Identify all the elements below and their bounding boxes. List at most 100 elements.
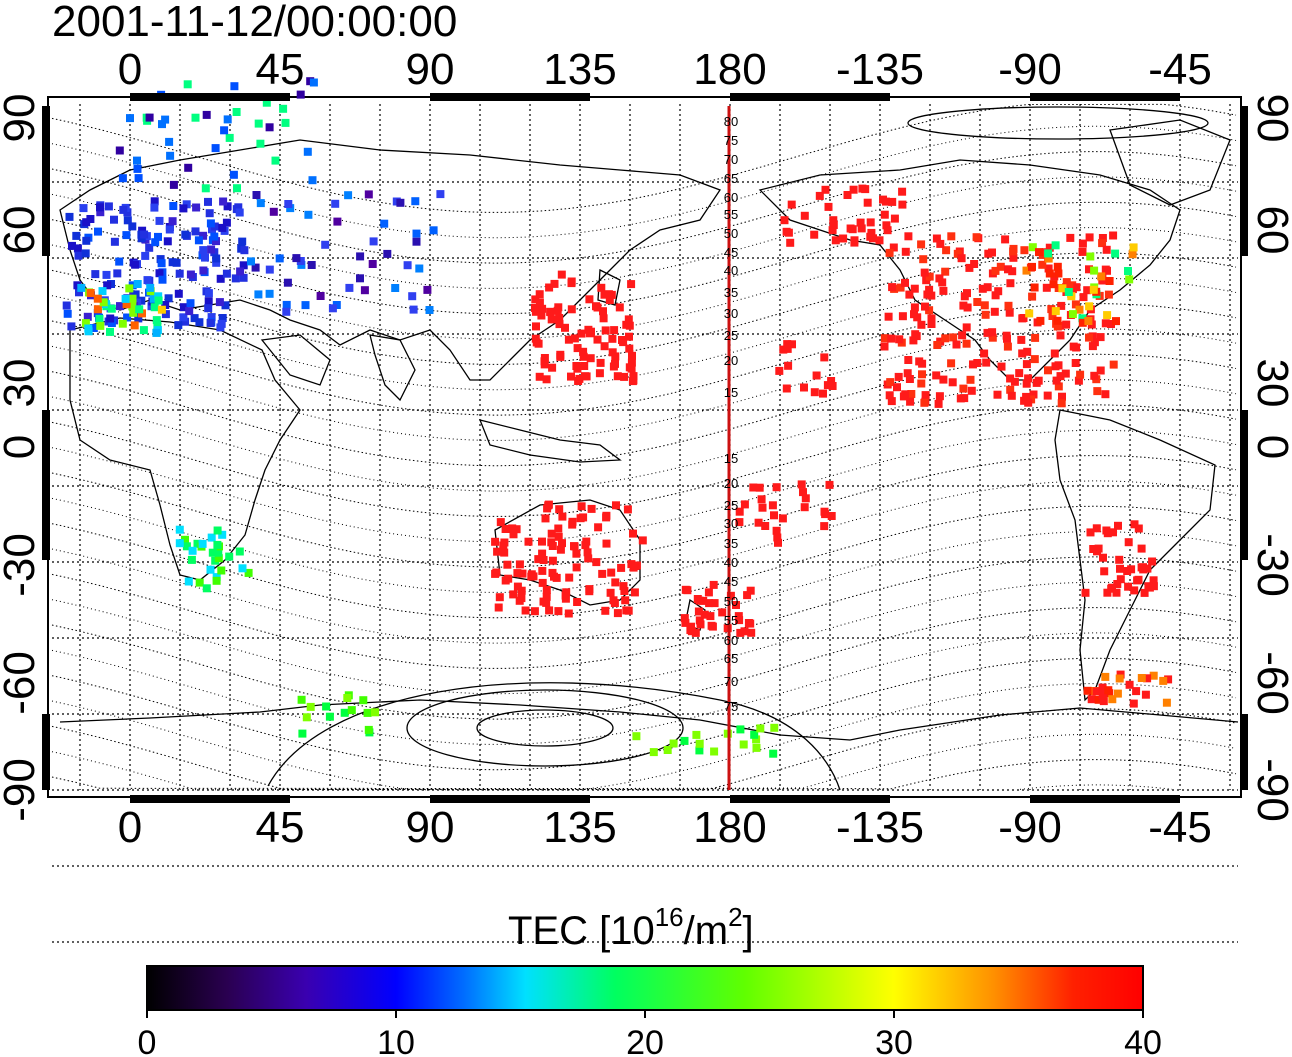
tec-cell — [201, 253, 209, 262]
mag-lat-contour — [51, 328, 1237, 441]
tec-cell — [612, 501, 620, 510]
tec-cell — [150, 203, 159, 212]
tec-cell — [905, 290, 914, 299]
tec-cell — [925, 285, 934, 294]
tec-cell — [887, 397, 896, 406]
meridian-label: 20 — [724, 353, 738, 368]
tec-cell — [746, 619, 755, 628]
tec-cell — [1075, 305, 1084, 314]
left-lat-label: -60 — [0, 651, 44, 715]
tec-cell — [521, 606, 530, 615]
tec-cell — [1057, 399, 1066, 408]
right-lat-label: -30 — [1248, 533, 1292, 597]
tec-cell — [123, 313, 132, 322]
tec-cell — [573, 344, 582, 353]
tec-cell — [1022, 392, 1031, 401]
colorbar-gradient — [146, 965, 1144, 1011]
tec-cell — [396, 198, 405, 207]
tec-cell — [910, 284, 919, 293]
tec-cell — [134, 314, 143, 323]
tec-cell — [206, 565, 215, 574]
tec-cell — [625, 344, 634, 353]
tec-cell — [1078, 247, 1087, 256]
right-latitude-labels: 90 60 30 0 -30 -60 -90 — [1248, 94, 1292, 822]
tec-cell — [584, 554, 593, 563]
tec-cell — [970, 260, 979, 268]
tec-cell — [972, 233, 981, 242]
tec-cell — [545, 606, 554, 615]
tec-cell — [1062, 320, 1071, 329]
tec-cell — [882, 221, 891, 230]
tec-cell — [192, 203, 201, 212]
tec-cell — [925, 306, 934, 315]
tec-cell — [1071, 359, 1080, 367]
tec-cell — [620, 587, 629, 595]
tec-cell — [1054, 269, 1063, 278]
tec-cell — [973, 359, 982, 367]
tec-cell — [62, 301, 71, 310]
tec-cell — [1057, 301, 1066, 310]
meridian-label: 20 — [724, 476, 738, 491]
tec-cell — [577, 329, 586, 338]
tec-cell — [1113, 580, 1122, 588]
tec-cell — [610, 599, 619, 607]
tec-cell — [169, 180, 178, 189]
tec-cell — [1134, 524, 1143, 533]
tec-cell — [691, 628, 700, 637]
tec-cell — [539, 556, 548, 564]
tec-cell — [1047, 305, 1056, 314]
tec-cell — [1101, 265, 1110, 274]
tec-cell — [1024, 398, 1033, 407]
tec-cell — [980, 301, 989, 310]
tec-cell — [913, 313, 922, 322]
mag-lat-contour — [51, 176, 1237, 289]
tec-cell — [217, 319, 226, 328]
tec-cell — [978, 284, 987, 293]
tec-cell — [903, 369, 912, 378]
tec-cell — [368, 260, 377, 268]
tec-cell — [86, 289, 95, 297]
tec-cell — [608, 334, 617, 343]
tec-cell — [1114, 521, 1122, 530]
tec-cell — [1061, 369, 1070, 378]
tec-cell — [181, 230, 190, 239]
tec-cell — [135, 305, 144, 314]
tec-cell — [538, 549, 547, 558]
tec-cell — [572, 563, 581, 572]
tec-cell — [1001, 235, 1010, 244]
tec-cell — [157, 305, 166, 314]
tec-cell — [601, 606, 610, 615]
tec-cell — [542, 598, 551, 607]
tec-cell — [898, 187, 907, 196]
left-lat-label: 60 — [0, 206, 44, 255]
tec-cell — [156, 255, 165, 264]
right-lat-label: 60 — [1248, 206, 1292, 255]
tec-cell — [65, 212, 74, 221]
top-lon-label: -45 — [1148, 45, 1212, 94]
tec-cell — [573, 598, 582, 606]
tec-cell — [542, 586, 551, 594]
tec-cell — [232, 108, 241, 116]
tec-cell — [827, 377, 836, 385]
tec-cell — [778, 514, 787, 523]
mag-lat-contour — [51, 531, 1237, 644]
tec-cell — [1009, 253, 1018, 262]
tec-cell — [284, 200, 293, 208]
tec-cell — [1112, 317, 1120, 326]
tec-cell — [783, 344, 792, 353]
tec-cell — [89, 324, 98, 332]
tec-cell — [594, 523, 603, 532]
coastline-shape — [758, 159, 1181, 381]
tec-cell — [122, 300, 131, 309]
tec-cell — [254, 119, 263, 128]
tec-cell — [542, 375, 551, 384]
tec-cell — [282, 300, 291, 309]
tec-cell — [184, 163, 193, 172]
tec-cell — [555, 505, 564, 514]
tec-cell — [695, 616, 704, 625]
tec-cell — [1018, 349, 1027, 358]
tec-cell — [680, 736, 689, 745]
mag-lat-contour — [51, 404, 1237, 517]
tec-cell — [1069, 342, 1078, 351]
tec-cell — [896, 283, 905, 292]
